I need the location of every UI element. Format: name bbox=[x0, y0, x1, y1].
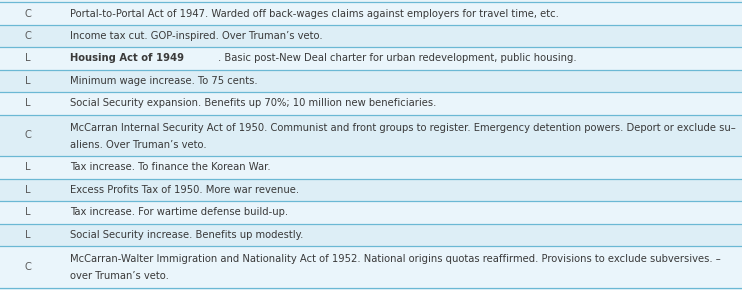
Text: L: L bbox=[25, 230, 31, 240]
Text: aliens. Over Truman’s veto.: aliens. Over Truman’s veto. bbox=[70, 139, 207, 150]
Text: L: L bbox=[25, 53, 31, 64]
Text: L: L bbox=[25, 76, 31, 86]
Text: Excess Profits Tax of 1950. More war revenue.: Excess Profits Tax of 1950. More war rev… bbox=[70, 185, 300, 195]
Bar bbox=[0, 2, 742, 25]
Bar bbox=[0, 70, 742, 92]
Text: L: L bbox=[25, 185, 31, 195]
Bar bbox=[0, 224, 742, 246]
Text: C: C bbox=[24, 130, 32, 140]
Bar bbox=[0, 179, 742, 201]
Bar bbox=[0, 201, 742, 224]
Text: McCarran Internal Security Act of 1950. Communist and front groups to register. : McCarran Internal Security Act of 1950. … bbox=[70, 123, 736, 133]
Text: Social Security increase. Benefits up modestly.: Social Security increase. Benefits up mo… bbox=[70, 230, 304, 240]
Text: C: C bbox=[24, 8, 32, 19]
Text: Portal-to-Portal Act of 1947. Warded off back-wages claims against employers for: Portal-to-Portal Act of 1947. Warded off… bbox=[70, 8, 559, 19]
Bar bbox=[0, 115, 742, 156]
Text: . Basic post-New Deal charter for urban redevelopment, public housing.: . Basic post-New Deal charter for urban … bbox=[217, 53, 577, 64]
Bar bbox=[0, 92, 742, 115]
Text: over Truman’s veto.: over Truman’s veto. bbox=[70, 271, 169, 281]
Text: L: L bbox=[25, 207, 31, 218]
Bar bbox=[0, 25, 742, 47]
Bar bbox=[0, 47, 742, 70]
Bar bbox=[0, 156, 742, 179]
Text: L: L bbox=[25, 98, 31, 108]
Bar bbox=[0, 246, 742, 288]
Text: Social Security expansion. Benefits up 70%; 10 million new beneficiaries.: Social Security expansion. Benefits up 7… bbox=[70, 98, 437, 108]
Text: Minimum wage increase. To 75 cents.: Minimum wage increase. To 75 cents. bbox=[70, 76, 258, 86]
Text: Housing Act of 1949: Housing Act of 1949 bbox=[70, 53, 185, 64]
Text: L: L bbox=[25, 162, 31, 173]
Text: Income tax cut. GOP-inspired. Over Truman’s veto.: Income tax cut. GOP-inspired. Over Truma… bbox=[70, 31, 323, 41]
Text: Tax increase. For wartime defense build-up.: Tax increase. For wartime defense build-… bbox=[70, 207, 289, 218]
Text: Tax increase. To finance the Korean War.: Tax increase. To finance the Korean War. bbox=[70, 162, 271, 173]
Text: McCarran-Walter Immigration and Nationality Act of 1952. National origins quotas: McCarran-Walter Immigration and National… bbox=[70, 254, 721, 264]
Text: C: C bbox=[24, 31, 32, 41]
Text: C: C bbox=[24, 262, 32, 272]
